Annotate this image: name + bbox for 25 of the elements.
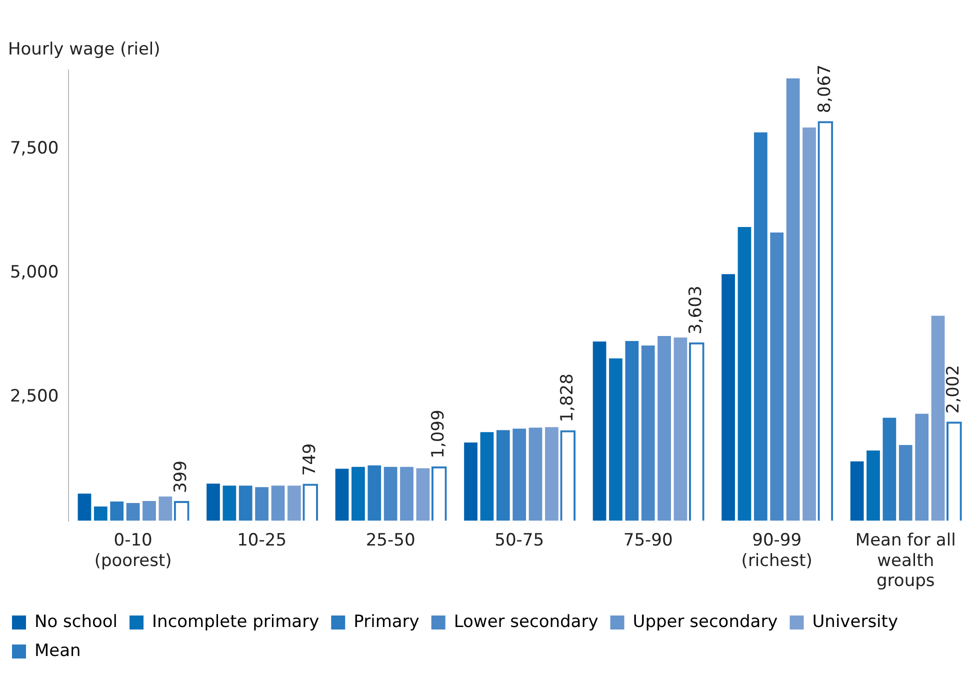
- data-label: 1,828: [557, 374, 578, 422]
- legend-label: No school: [34, 612, 118, 632]
- legend-label: Incomplete primary: [152, 612, 320, 632]
- y-tick-label: 7,500: [10, 138, 59, 159]
- legend-label: Primary: [354, 612, 420, 632]
- x-tick-label: 25-50: [366, 530, 416, 550]
- y-tick-label: 5,000: [10, 262, 59, 283]
- data-label: 399: [171, 460, 192, 494]
- x-tick-label: 75-90: [623, 530, 673, 550]
- data-label: 749: [300, 443, 320, 476]
- data-label: 1,099: [428, 410, 449, 458]
- x-tick-label: Mean for all wealth groups: [855, 530, 956, 592]
- legend-label: Lower secondary: [454, 612, 598, 632]
- data-label: 2,002: [944, 364, 964, 414]
- x-tick-label: 90-99 (richest): [741, 530, 812, 571]
- y-tick-label: 2,500: [10, 386, 59, 406]
- legend-label: Upper secondary: [632, 612, 778, 632]
- x-tick-label: 0-10 (poorest): [94, 530, 172, 571]
- x-tick-label: 50-75: [494, 530, 544, 550]
- y-axis-title: Hourly wage (riel): [8, 39, 160, 60]
- data-label: 3,603: [686, 286, 706, 334]
- x-tick-label: 10-25: [237, 530, 287, 550]
- legend-label: University: [812, 612, 898, 632]
- legend-label: Mean: [34, 640, 81, 661]
- data-label: 8,067: [814, 64, 835, 114]
